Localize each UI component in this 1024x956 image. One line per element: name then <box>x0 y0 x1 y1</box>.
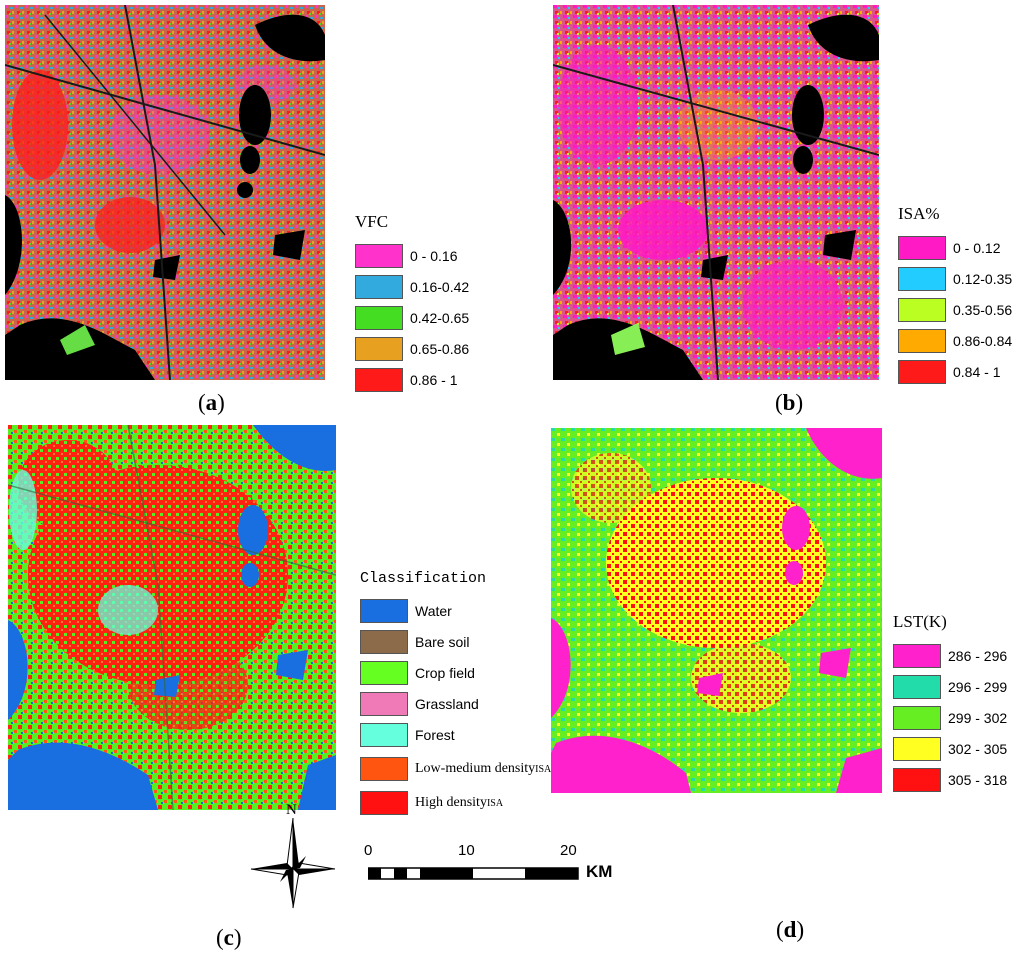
north-arrow: N <box>248 802 338 912</box>
legend-item: Bare soil <box>360 626 551 657</box>
legend-item: Forest <box>360 719 551 750</box>
caption-d: (d) <box>776 917 805 942</box>
legend-label: 0.42-0.65 <box>410 309 470 326</box>
legend-item: 286 - 296 <box>893 640 1007 671</box>
legend-swatch <box>355 305 403 330</box>
scale-bar: 0 10 20 KM <box>362 840 622 890</box>
legend-label: 0.84 - 1 <box>953 363 1001 380</box>
legend-swatch <box>360 691 408 716</box>
legend-swatch <box>893 767 941 792</box>
legend-item: 0 - 0.12 <box>898 232 1012 263</box>
legend-vfc: VFC 0 - 0.16 0.16-0.42 0.42-0.65 0.65-0.… <box>355 212 469 395</box>
legend-swatch <box>360 790 408 815</box>
legend-swatch <box>893 705 941 730</box>
legend-label: 0 - 0.16 <box>410 247 458 264</box>
map-vfc-raster <box>5 5 325 380</box>
legend-classification: Classification Water Bare soil Crop fiel… <box>360 570 551 818</box>
map-isa <box>553 5 879 380</box>
legend-swatch <box>893 674 941 699</box>
legend-label: Forest <box>415 726 455 743</box>
caption-b-letter: b <box>782 390 796 415</box>
legend-swatch <box>360 756 408 781</box>
legend-vfc-title: VFC <box>355 212 389 231</box>
legend-lst: LST(K) 286 - 296 296 - 299 299 - 302 302… <box>893 612 1007 795</box>
legend-swatch <box>898 266 946 291</box>
legend-label: Water <box>415 602 452 619</box>
legend-label: 0.16-0.42 <box>410 278 470 295</box>
legend-item: 0.12-0.35 <box>898 263 1012 294</box>
legend-item: High densityISA <box>360 787 551 818</box>
legend-item: 305 - 318 <box>893 764 1007 795</box>
legend-item: Crop field <box>360 657 551 688</box>
map-lst <box>551 428 882 793</box>
legend-classification-title: Classification <box>360 570 487 587</box>
legend-item: Low-medium densityISA <box>360 750 551 787</box>
legend-item: 302 - 305 <box>893 733 1007 764</box>
caption-c: (c) <box>216 925 242 950</box>
legend-label: Grassland <box>415 695 479 712</box>
legend-item: 0.86-0.84 <box>898 325 1012 356</box>
legend-item: Water <box>360 595 551 626</box>
caption-a: (a) <box>198 390 225 415</box>
legend-label: 296 - 299 <box>948 678 1008 695</box>
map-isa-raster <box>553 5 879 380</box>
legend-item: 0.86 - 1 <box>355 364 469 395</box>
legend-item: 0.65-0.86 <box>355 333 469 364</box>
legend-swatch <box>355 274 403 299</box>
caption-b: (b) <box>775 390 804 415</box>
legend-item: Grassland <box>360 688 551 719</box>
legend-isa-title: ISA% <box>898 204 940 223</box>
legend-swatch <box>893 643 941 668</box>
legend-isa: ISA% 0 - 0.12 0.12-0.35 0.35-0.56 0.86-0… <box>898 204 1012 387</box>
legend-swatch <box>360 598 408 623</box>
legend-item: 299 - 302 <box>893 702 1007 733</box>
north-arrow-label: N <box>286 802 297 818</box>
legend-item: 0.35-0.56 <box>898 294 1012 325</box>
legend-label: Crop field <box>415 664 475 681</box>
scale-bar-graphic <box>368 867 579 880</box>
legend-swatch <box>893 736 941 761</box>
map-classification <box>8 425 336 810</box>
legend-swatch <box>360 660 408 685</box>
legend-label: 302 - 305 <box>948 740 1008 757</box>
scale-tick-20: 20 <box>560 842 577 859</box>
legend-label: 0.65-0.86 <box>410 340 470 357</box>
map-lst-raster <box>551 428 882 793</box>
legend-label: 299 - 302 <box>948 709 1008 726</box>
compass-rose-icon <box>250 817 336 909</box>
legend-label: 0.12-0.35 <box>953 270 1013 287</box>
legend-swatch <box>898 297 946 322</box>
map-vfc <box>5 5 325 380</box>
legend-swatch <box>360 722 408 747</box>
legend-label: Low-medium densityISA <box>415 760 552 776</box>
legend-swatch <box>355 336 403 361</box>
legend-swatch <box>898 235 946 260</box>
legend-item: 0 - 0.16 <box>355 240 469 271</box>
scale-tick-0: 0 <box>364 842 373 859</box>
legend-label: 286 - 296 <box>948 647 1008 664</box>
scale-unit: KM <box>586 862 613 881</box>
legend-item: 0.42-0.65 <box>355 302 469 333</box>
caption-c-letter: c <box>223 925 234 950</box>
legend-item: 0.16-0.42 <box>355 271 469 302</box>
caption-d-letter: d <box>783 917 797 942</box>
legend-swatch <box>360 629 408 654</box>
legend-label: 0.35-0.56 <box>953 301 1013 318</box>
legend-label: Bare soil <box>415 633 470 650</box>
legend-swatch <box>355 243 403 268</box>
legend-lst-title: LST(K) <box>893 612 947 631</box>
legend-swatch <box>355 367 403 392</box>
legend-label: High densityISA <box>415 794 504 810</box>
legend-label: 0.86 - 1 <box>410 371 458 388</box>
legend-item: 0.84 - 1 <box>898 356 1012 387</box>
legend-item: 296 - 299 <box>893 671 1007 702</box>
legend-swatch <box>898 328 946 353</box>
legend-swatch <box>898 359 946 384</box>
legend-label: 305 - 318 <box>948 771 1008 788</box>
map-classification-raster <box>8 425 336 810</box>
scale-tick-10: 10 <box>458 842 475 859</box>
caption-a-letter: a <box>205 390 218 415</box>
legend-label: 0.86-0.84 <box>953 332 1013 349</box>
legend-label: 0 - 0.12 <box>953 239 1001 256</box>
